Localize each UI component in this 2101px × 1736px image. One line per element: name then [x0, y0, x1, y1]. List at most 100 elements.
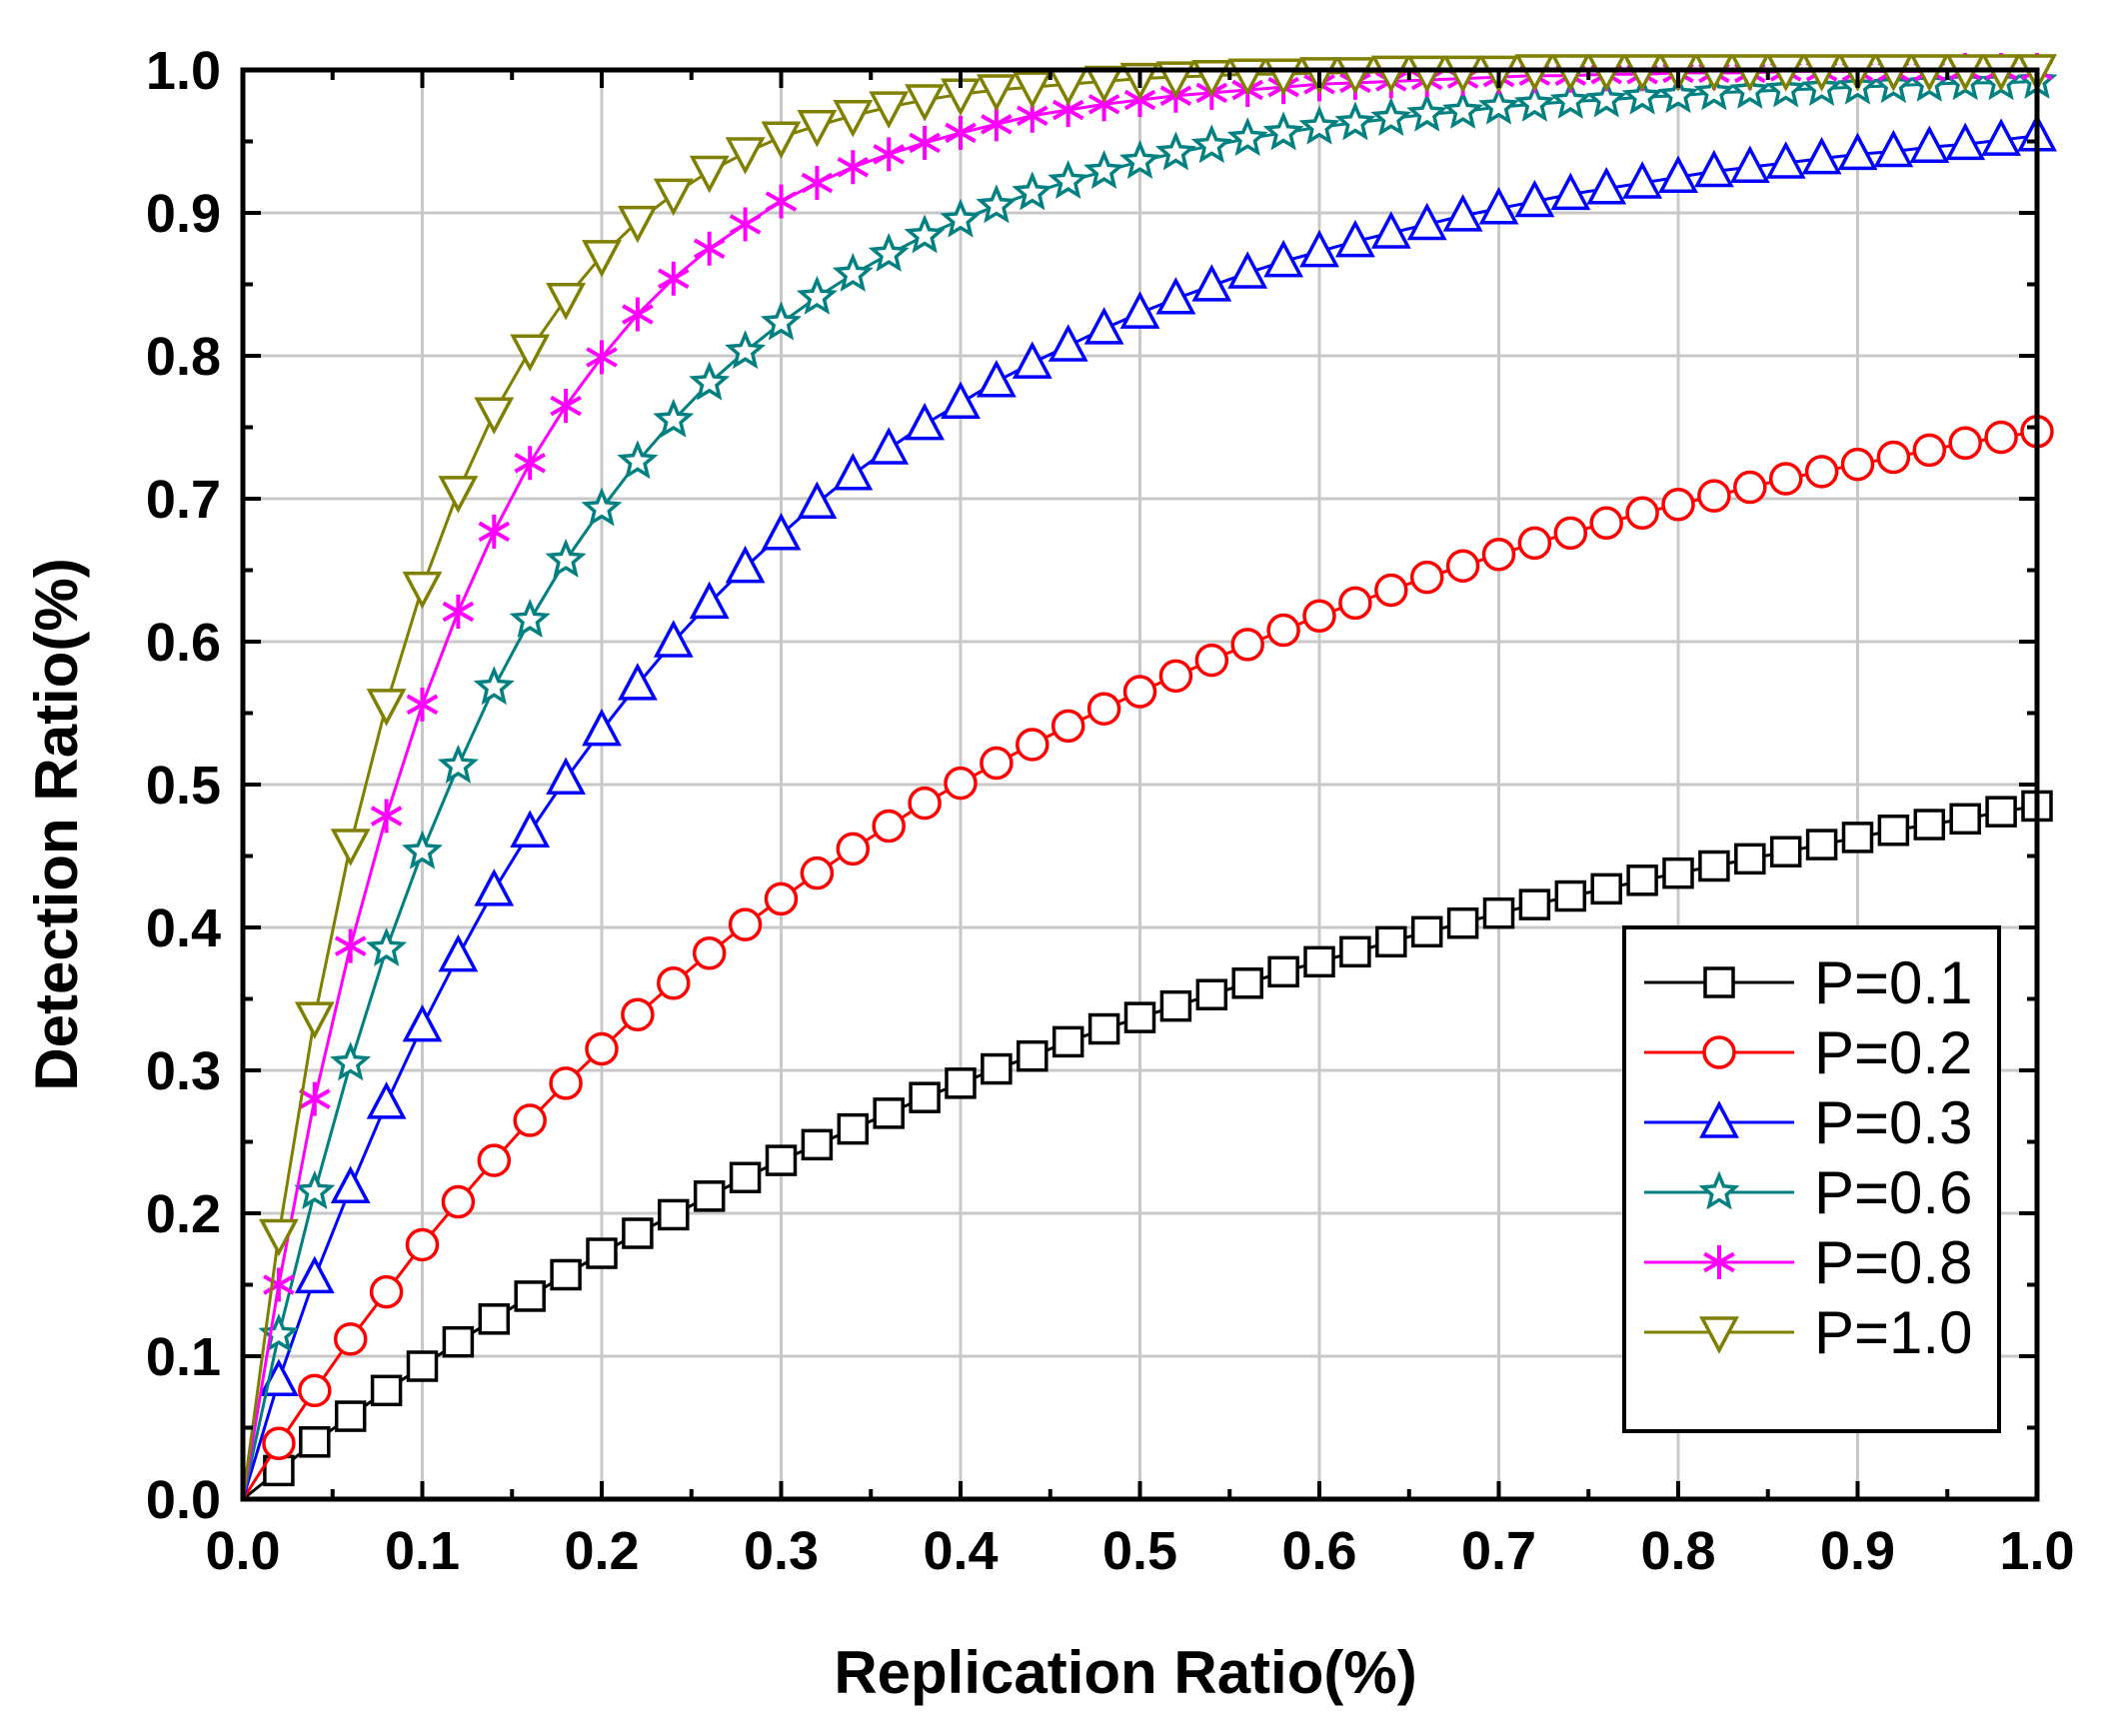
series-p-0-1	[242, 790, 2053, 1501]
data-point-p-0-1	[299, 1426, 331, 1458]
data-point-p-0-8	[837, 150, 870, 185]
data-point-p-0-8	[873, 137, 905, 172]
data-point-p-0-6	[509, 598, 551, 638]
data-point-p-1-0	[797, 110, 838, 148]
data-point-p-0-1	[1195, 978, 1228, 1010]
data-point-p-0-1	[693, 1180, 726, 1212]
data-point-p-0-1	[1375, 925, 1407, 958]
data-point-p-0-3	[905, 402, 946, 441]
data-point-p-0-2	[944, 766, 978, 801]
data-point-p-0-6	[1048, 159, 1089, 199]
data-point-p-0-6	[581, 487, 623, 527]
data-point-p-0-3	[1909, 125, 1950, 163]
data-point-p-0-2	[1481, 538, 1516, 572]
data-point-p-0-1	[370, 1374, 403, 1407]
data-point-p-0-3	[438, 933, 479, 972]
data-point-p-0-1	[1698, 850, 1730, 882]
data-point-p-0-2	[1122, 675, 1157, 709]
legend-label: P=1.0	[1814, 1299, 1972, 1366]
asterisk-stroke	[801, 172, 834, 194]
data-point-p-0-8	[263, 1267, 295, 1302]
y-tick-label: 0.1	[146, 1327, 221, 1387]
data-point-p-0-2	[1912, 433, 1947, 468]
data-point-p-0-1	[1017, 1039, 1049, 1072]
data-point-p-0-3	[1048, 324, 1088, 362]
data-point-p-0-1	[1590, 872, 1622, 905]
legend-marker	[1699, 1100, 1739, 1138]
data-point-p-0-3	[294, 1255, 335, 1294]
data-point-p-0-2	[405, 1227, 440, 1262]
data-point-p-0-2	[1266, 613, 1300, 648]
data-point-p-0-8	[981, 107, 1013, 142]
data-point-p-1-0	[1334, 57, 1375, 95]
data-point-p-0-3	[976, 360, 1017, 398]
data-point-p-0-1	[442, 1325, 475, 1358]
x-tick-label: 1.0	[1999, 1521, 2074, 1581]
x-tick-label: 0.9	[1820, 1521, 1895, 1581]
legend: P=0.1P=0.2P=0.3P=0.6P=0.8P=1.0	[1622, 925, 2001, 1433]
legend-label: P=0.2	[1814, 1019, 1972, 1086]
data-point-p-1-0	[725, 137, 766, 175]
data-point-p-1-0	[366, 689, 407, 727]
data-point-p-0-1	[945, 1067, 977, 1099]
data-point-p-0-6	[832, 252, 874, 292]
data-point-p-0-8	[658, 261, 690, 296]
legend-item-p-0-8: P=0.8	[1644, 1229, 1972, 1296]
data-point-p-1-0	[1370, 55, 1411, 94]
data-point-p-0-3	[761, 513, 802, 551]
data-point-p-1-0	[1083, 65, 1124, 104]
x-axis-title: Replication Ratio(%)	[834, 1639, 1416, 1706]
data-point-p-0-3	[1622, 161, 1663, 199]
data-point-p-0-2	[836, 832, 871, 867]
data-point-p-0-2	[908, 786, 942, 821]
data-point-p-0-2	[1661, 487, 1695, 522]
data-point-p-0-6	[689, 361, 731, 401]
data-point-p-0-1	[1805, 829, 1838, 861]
data-point-p-0-3	[1155, 277, 1196, 315]
legend-item-p-0-2: P=0.2	[1644, 1019, 1972, 1086]
data-point-p-0-3	[1083, 307, 1124, 345]
data-point-p-0-2	[1876, 440, 1911, 475]
x-tick-label: 0.1	[385, 1521, 460, 1581]
x-tick-label: 0.3	[744, 1521, 819, 1581]
asterisk-stroke	[765, 191, 798, 212]
data-point-p-0-8	[370, 799, 403, 834]
data-point-p-0-3	[1370, 211, 1411, 249]
data-point-p-0-1	[1841, 822, 1874, 854]
data-point-p-0-6	[760, 301, 803, 341]
data-point-p-1-0	[438, 476, 479, 514]
data-point-p-0-2	[513, 1103, 547, 1137]
data-point-p-0-1	[837, 1112, 870, 1145]
data-point-p-0-2	[872, 809, 906, 844]
data-point-p-0-6	[473, 666, 515, 706]
data-point-p-0-3	[1765, 141, 1806, 179]
data-point-p-1-0	[761, 121, 802, 159]
data-point-p-0-6	[1442, 89, 1484, 129]
data-point-p-0-2	[585, 1031, 619, 1066]
data-point-p-1-0	[330, 829, 371, 867]
data-point-p-0-2	[1086, 692, 1121, 726]
data-point-p-0-6	[1621, 75, 1663, 115]
data-point-p-0-6	[976, 184, 1018, 224]
data-point-p-0-1	[622, 1217, 654, 1249]
data-point-p-0-8	[514, 446, 546, 481]
data-point-p-0-6	[1513, 82, 1555, 122]
data-point-p-0-3	[1514, 179, 1555, 218]
data-point-p-0-3	[941, 381, 981, 419]
asterisk-stroke	[263, 1274, 295, 1295]
data-point-p-1-0	[689, 155, 730, 194]
data-point-p-0-6	[330, 1041, 372, 1081]
data-point-p-0-3	[725, 545, 766, 584]
data-point-p-0-1	[1734, 843, 1766, 875]
data-point-p-0-1	[981, 1052, 1013, 1085]
x-tick-label: 0.0	[205, 1521, 280, 1581]
x-tick-label: 0.8	[1640, 1521, 1715, 1581]
data-point-p-0-3	[1873, 129, 1914, 168]
data-point-p-0-3	[869, 427, 910, 465]
data-point-p-0-3	[582, 708, 622, 747]
legend-label: P=0.6	[1814, 1159, 1972, 1226]
data-point-p-0-6	[904, 214, 946, 254]
data-point-p-0-1	[801, 1128, 834, 1161]
data-point-p-0-1	[1410, 915, 1443, 948]
